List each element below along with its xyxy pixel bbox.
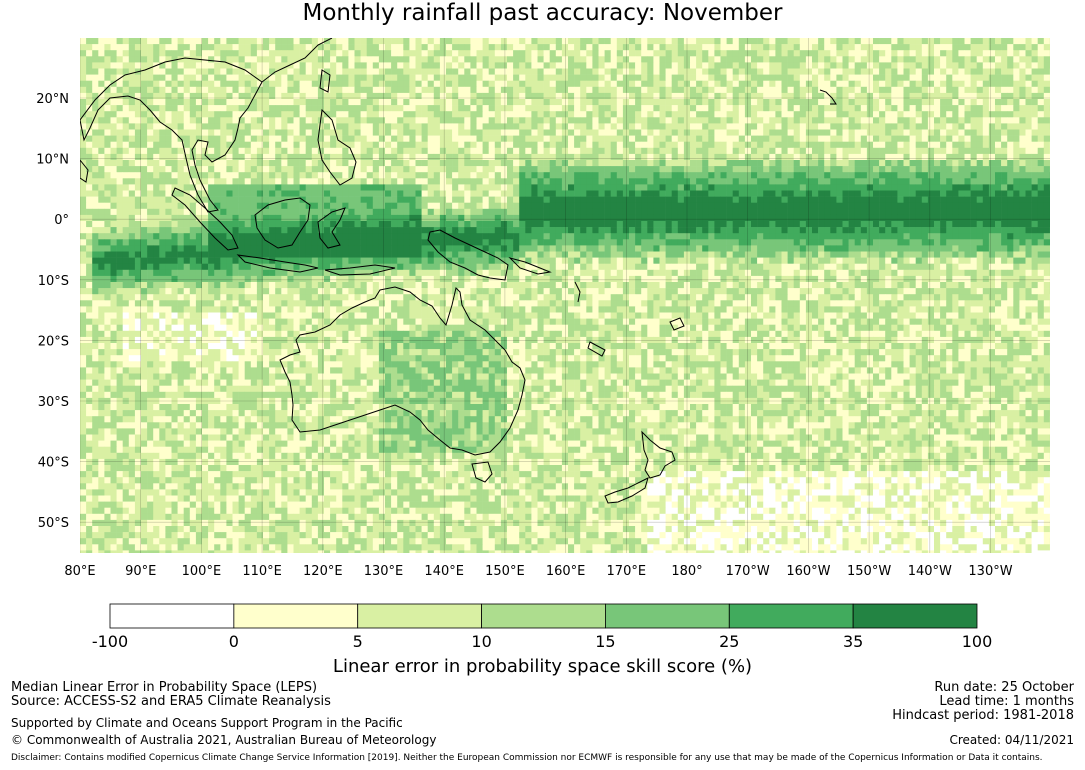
coastline-tasmania [471, 461, 493, 483]
created-date: Created: 04/11/2021 [949, 733, 1074, 747]
colorbar-label: Linear error in probability space skill … [332, 656, 753, 677]
coastline-southeast-asia [80, 57, 263, 213]
longitude-tick-label: 150°W [847, 564, 891, 579]
coastline-australia [279, 286, 526, 456]
longitude-tick-label: 140°E [424, 564, 464, 579]
colorbar-tick-label: 100 [962, 632, 993, 651]
longitude-tick-label: 110°E [242, 564, 282, 579]
hindcast-period: Hindcast period: 1981-2018 [892, 708, 1074, 723]
disclaimer: Disclaimer: Contains modified Copernicus… [11, 753, 1043, 763]
colorbar-segment [481, 603, 606, 629]
longitude-tick-label: 160°W [786, 564, 830, 579]
latitude-tick-label: 10°S [38, 274, 69, 289]
longitude-tick-labels: 80°E 90°E 100°E 110°E 120°E 130°E 140°E 150°E 16… [64, 564, 1012, 579]
coastline-philippines [317, 108, 357, 186]
coastlines [80, 38, 837, 504]
colorbar-tick-labels: -100 0 5 10 15 25 35 100 [92, 632, 992, 651]
coastline-new-caledonia [587, 341, 606, 357]
colorbar-tick-label: 0 [229, 632, 239, 651]
run-date: Run date: 25 October [934, 680, 1074, 695]
latitude-tick-label: 50°S [38, 516, 69, 531]
longitude-tick-label: 90°E [125, 564, 156, 579]
footer-source-block: Median Linear Error in Probability Space… [11, 681, 331, 709]
latitude-tick-label: 20°N [36, 92, 69, 107]
latitude-tick-labels: 20°N 10°N 0° 10°S 20°S 30°S 40°S 50°S [36, 92, 69, 531]
longitude-tick-label: 160°E [546, 564, 586, 579]
coastline-new-zealand-south [604, 477, 649, 504]
coastline-borneo [254, 197, 311, 249]
footer-copyright: © Commonwealth of Australia 2021, Austra… [11, 733, 437, 747]
colorbar-tick-label: 35 [843, 632, 863, 651]
footer-run-info: Run date: 25 October Lead time: 1 months… [892, 681, 1074, 723]
coastline-new-zealand-north [641, 430, 676, 479]
longitude-tick-label: 140°W [908, 564, 952, 579]
skill-map: 20°N 10°N 0° 10°S 20°S 30°S 40°S 50°S 80°E 90°E 1… [36, 38, 1050, 651]
coastline-sulawesi [317, 207, 346, 249]
coastline-sri-lanka [80, 159, 89, 183]
graticule [80, 38, 1050, 553]
colorbar-segment [852, 603, 978, 629]
coastline-new-guinea [427, 229, 509, 281]
coastline-sumatra [171, 187, 239, 251]
colorbar-tick-label: 25 [719, 632, 739, 651]
coastline-hawaii [819, 89, 837, 105]
colorbar [109, 603, 978, 629]
lead-time: Lead time: 1 months [939, 694, 1074, 709]
coastline-fiji [669, 317, 685, 331]
colorbar-segment [357, 603, 482, 629]
colorbar-tick-label: 5 [353, 632, 363, 651]
latitude-tick-label: 20°S [38, 334, 69, 349]
coastline-lesser-sunda [324, 264, 396, 276]
longitude-tick-label: 100°E [182, 564, 222, 579]
colorbar-tick-label: 15 [595, 632, 615, 651]
longitude-tick-label: 120°E [303, 564, 343, 579]
coastline-china [261, 38, 333, 83]
coastline-taiwan [319, 69, 331, 93]
colorbar-segment [605, 603, 730, 629]
coastline-solomon-islands [508, 257, 552, 275]
latitude-tick-label: 10°N [36, 153, 69, 168]
colorbar-segment [233, 603, 359, 629]
longitude-tick-label: 130°E [364, 564, 404, 579]
longitude-tick-label: 180° [671, 564, 702, 579]
coastline-java [236, 254, 319, 273]
footer-source: Source: ACCESS-S2 and ERA5 Climate Reana… [11, 694, 331, 709]
longitude-tick-label: 170°E [607, 564, 647, 579]
longitude-tick-label: 170°W [726, 564, 770, 579]
coastline-vanuatu [574, 281, 581, 303]
colorbar-tick-label: -100 [92, 632, 128, 651]
colorbar-segment [728, 603, 854, 629]
map-title: Monthly rainfall past accuracy: November [302, 0, 783, 26]
footer-method: Median Linear Error in Probability Space… [11, 680, 318, 695]
footer-support: Supported by Climate and Oceans Support … [11, 716, 403, 730]
colorbar-segment [109, 603, 235, 629]
longitude-tick-label: 130°W [968, 564, 1012, 579]
latitude-tick-label: 0° [54, 213, 69, 228]
skill-field [80, 38, 1050, 553]
latitude-tick-label: 30°S [38, 395, 69, 410]
longitude-tick-label: 80°E [64, 564, 95, 579]
longitude-tick-label: 150°E [485, 564, 525, 579]
latitude-tick-label: 40°S [38, 456, 69, 471]
colorbar-tick-label: 10 [471, 632, 491, 651]
footer-credits-block: Supported by Climate and Oceans Support … [11, 716, 436, 747]
